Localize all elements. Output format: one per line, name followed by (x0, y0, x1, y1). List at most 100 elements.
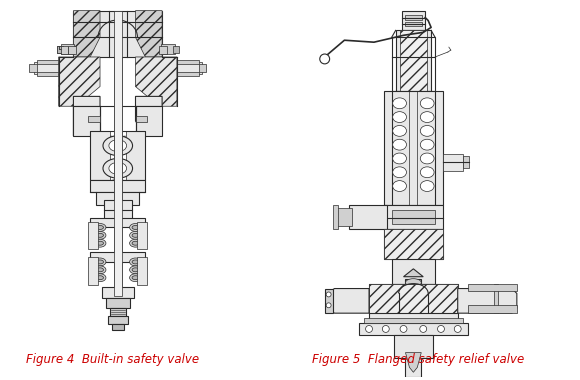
Bar (177, 60, 198, 64)
Bar (136, 116, 147, 122)
Ellipse shape (420, 125, 434, 136)
Polygon shape (126, 131, 146, 180)
Bar (349, 205, 387, 230)
Bar (90, 218, 146, 228)
Ellipse shape (129, 239, 142, 247)
Polygon shape (136, 97, 162, 136)
Bar (494, 283, 498, 313)
Ellipse shape (97, 241, 103, 245)
Ellipse shape (132, 268, 139, 272)
Bar (57, 46, 63, 53)
Ellipse shape (454, 326, 461, 332)
Ellipse shape (129, 274, 142, 282)
Ellipse shape (132, 225, 139, 230)
Polygon shape (329, 288, 369, 313)
Ellipse shape (420, 139, 434, 150)
Ellipse shape (382, 326, 389, 332)
Bar (90, 252, 146, 262)
Bar (59, 46, 63, 49)
Bar (159, 46, 167, 54)
Polygon shape (394, 335, 433, 377)
Bar (401, 11, 425, 30)
Ellipse shape (420, 180, 434, 192)
Ellipse shape (94, 231, 106, 239)
Bar (74, 11, 162, 57)
Bar (467, 283, 517, 291)
Ellipse shape (129, 266, 142, 274)
Polygon shape (384, 230, 443, 259)
Bar (384, 230, 443, 259)
Bar (90, 180, 146, 192)
Ellipse shape (405, 279, 421, 287)
Bar (404, 22, 422, 27)
Ellipse shape (132, 241, 139, 245)
Ellipse shape (97, 233, 103, 237)
Bar (102, 287, 133, 298)
Ellipse shape (103, 158, 133, 178)
Polygon shape (90, 131, 110, 180)
Bar (88, 257, 98, 285)
Bar (112, 324, 124, 330)
Ellipse shape (393, 98, 407, 109)
Bar (463, 157, 469, 168)
Ellipse shape (400, 326, 407, 332)
Ellipse shape (103, 136, 133, 155)
Polygon shape (369, 283, 458, 313)
Bar (173, 46, 179, 53)
Ellipse shape (393, 153, 407, 164)
Polygon shape (404, 269, 423, 277)
Ellipse shape (437, 326, 444, 332)
Bar (369, 313, 458, 323)
Polygon shape (74, 97, 100, 136)
Bar (161, 44, 175, 54)
Ellipse shape (420, 153, 434, 164)
Ellipse shape (326, 292, 331, 297)
Bar (177, 72, 198, 76)
Polygon shape (59, 57, 100, 106)
Bar (57, 46, 63, 53)
Ellipse shape (94, 223, 106, 231)
Bar (392, 259, 435, 283)
Ellipse shape (393, 180, 407, 192)
Bar (384, 205, 443, 230)
Polygon shape (136, 11, 162, 57)
Bar (369, 283, 458, 313)
Ellipse shape (109, 140, 126, 152)
Bar (404, 14, 422, 19)
Ellipse shape (420, 112, 434, 122)
Bar (106, 298, 129, 308)
Bar (136, 106, 162, 136)
Ellipse shape (132, 260, 139, 264)
Bar (177, 62, 201, 74)
Bar (110, 308, 126, 316)
Bar (405, 279, 421, 287)
Polygon shape (458, 288, 517, 313)
Bar (34, 62, 59, 74)
Bar (104, 200, 132, 222)
Bar (137, 222, 147, 249)
Ellipse shape (326, 303, 331, 308)
Bar (90, 131, 146, 180)
Polygon shape (405, 353, 421, 372)
Ellipse shape (132, 233, 139, 237)
Bar (37, 60, 59, 64)
Bar (364, 318, 463, 323)
Bar (392, 37, 435, 92)
Ellipse shape (97, 225, 103, 230)
Bar (325, 288, 332, 313)
Bar (88, 116, 100, 122)
Ellipse shape (129, 258, 142, 266)
Ellipse shape (94, 266, 106, 274)
Polygon shape (136, 57, 177, 106)
Bar (59, 46, 63, 49)
Polygon shape (61, 46, 68, 54)
Bar (443, 154, 463, 171)
Ellipse shape (420, 167, 434, 178)
Ellipse shape (97, 276, 103, 280)
Bar (137, 257, 147, 285)
Ellipse shape (94, 258, 106, 266)
Ellipse shape (129, 223, 142, 231)
Ellipse shape (393, 112, 407, 122)
Bar (96, 192, 139, 205)
Bar (29, 64, 37, 72)
